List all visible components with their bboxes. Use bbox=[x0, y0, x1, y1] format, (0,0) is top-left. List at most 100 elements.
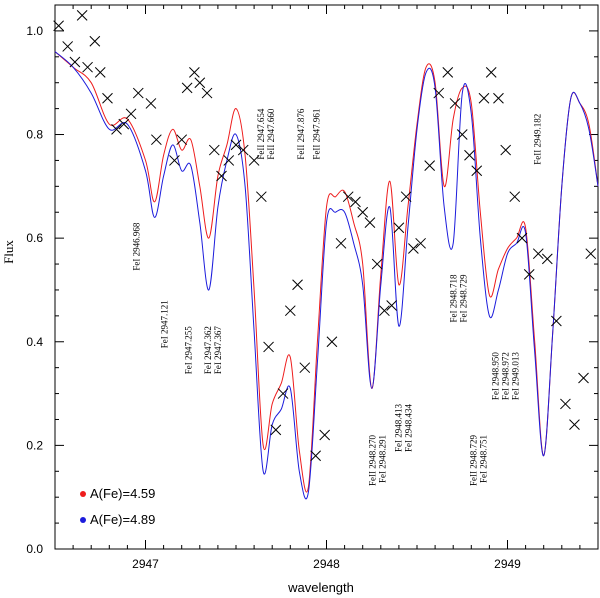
observed-point bbox=[216, 170, 227, 182]
observed-point bbox=[263, 341, 274, 353]
observed-point bbox=[201, 87, 213, 99]
observed-point bbox=[319, 429, 331, 441]
x-axis-title: wavelength bbox=[287, 580, 354, 595]
plot-frame bbox=[54, 4, 599, 550]
line-id-label: FeI 2947.362 bbox=[203, 326, 213, 374]
axis-ticks: 0.0 0.2 0.4 0.6 0.8 1.0 2947 2948 2949 bbox=[26, 5, 599, 571]
line-id-label: FeI 2946.968 bbox=[132, 222, 142, 270]
line-id-label: FeI 2948.751 bbox=[479, 435, 489, 483]
observed-point bbox=[364, 217, 376, 228]
observed-point bbox=[509, 191, 521, 203]
observed-point bbox=[500, 144, 512, 156]
observed-point bbox=[255, 191, 267, 203]
observed-point bbox=[102, 92, 113, 104]
observed-point bbox=[169, 155, 180, 166]
observed-point bbox=[433, 87, 445, 99]
line-id-label: FeII 2948.270 bbox=[367, 435, 377, 486]
observed-point bbox=[516, 232, 528, 244]
y-tick-label: 0.8 bbox=[26, 128, 43, 142]
observed-point bbox=[400, 191, 412, 203]
line-id-label: FeI 2947.121 bbox=[159, 300, 169, 348]
observed-point bbox=[208, 144, 220, 156]
observed-point bbox=[189, 66, 200, 78]
observed-point bbox=[118, 118, 130, 130]
observed-point bbox=[551, 315, 562, 327]
observed-point bbox=[532, 248, 544, 260]
line-identifications: FeI 2946.968 FeI 2947.121 FeI 2947.255 FeI … bbox=[132, 108, 543, 486]
observed-point bbox=[326, 336, 338, 348]
observed-point bbox=[408, 243, 419, 254]
observed-point bbox=[69, 56, 81, 68]
observed-point bbox=[62, 41, 74, 52]
y-tick-label: 1.0 bbox=[26, 24, 43, 38]
legend-label-afe-4-89: A(Fe)=4.89 bbox=[90, 512, 155, 527]
observed-point bbox=[371, 258, 383, 270]
observed-point bbox=[569, 419, 580, 431]
observed-point bbox=[357, 206, 369, 218]
observed-point bbox=[284, 305, 296, 317]
observed-point bbox=[585, 248, 597, 260]
series-line-afe-4-89 bbox=[54, 51, 599, 500]
observed-point bbox=[53, 20, 64, 32]
observed-point bbox=[248, 155, 260, 166]
x-tick-label: 2948 bbox=[313, 557, 340, 571]
line-id-label: FeI 2949.013 bbox=[510, 352, 520, 400]
observed-point bbox=[471, 165, 483, 177]
observed-point bbox=[299, 362, 311, 374]
observed-point bbox=[424, 160, 436, 171]
observed-point bbox=[386, 300, 398, 311]
line-id-label: FeII 2949.182 bbox=[532, 114, 542, 165]
observed-point bbox=[277, 388, 289, 399]
observed-point bbox=[82, 61, 93, 73]
line-id-label: FeI 2948.434 bbox=[403, 403, 413, 451]
observed-point bbox=[449, 98, 461, 109]
x-tick-label: 2949 bbox=[494, 557, 521, 571]
observed-point bbox=[493, 92, 504, 104]
observed-point bbox=[151, 134, 162, 146]
y-tick-label: 0.0 bbox=[26, 542, 43, 556]
observed-point bbox=[464, 149, 475, 161]
observed-point bbox=[145, 98, 157, 109]
x-tick-label: 2947 bbox=[132, 557, 159, 571]
observed-point bbox=[335, 237, 347, 249]
line-id-label: FeI 2948.291 bbox=[377, 435, 387, 483]
y-tick-label: 0.4 bbox=[26, 335, 43, 349]
observed-point bbox=[478, 92, 490, 104]
legend-marker-afe-4-89 bbox=[80, 517, 86, 523]
observed-point bbox=[132, 87, 144, 99]
observed-point bbox=[237, 144, 249, 156]
line-id-label: FeI 2948.729 bbox=[459, 274, 469, 322]
observed-point bbox=[125, 108, 137, 120]
legend: A(Fe)=4.59 A(Fe)=4.89 bbox=[80, 486, 155, 527]
observed-point bbox=[94, 66, 106, 78]
line-id-label: FeI 2948.718 bbox=[449, 274, 459, 322]
observed-point bbox=[310, 450, 321, 462]
line-id-label: FeII 2947.876 bbox=[296, 108, 306, 159]
y-tick-label: 0.6 bbox=[26, 231, 43, 245]
observed-point bbox=[181, 82, 193, 94]
observed-point bbox=[560, 398, 571, 410]
observed-point bbox=[442, 66, 454, 78]
observed-point bbox=[541, 253, 553, 265]
observed-point bbox=[523, 269, 535, 280]
observed-point bbox=[485, 66, 497, 78]
line-id-label: FeI 2947.255 bbox=[184, 326, 194, 374]
observed-point bbox=[194, 77, 206, 89]
line-id-label: FeI 2948.972 bbox=[500, 352, 510, 400]
observed-point bbox=[89, 35, 101, 47]
series-line-afe-4-59 bbox=[54, 51, 599, 493]
line-id-label: FeI 2948.950 bbox=[490, 352, 500, 400]
observed-point bbox=[342, 191, 354, 203]
y-tick-label: 0.2 bbox=[26, 438, 43, 452]
observed-point bbox=[176, 134, 188, 146]
plot-area bbox=[53, 10, 599, 500]
legend-marker-afe-4-59 bbox=[80, 491, 86, 497]
observed-point bbox=[270, 424, 282, 436]
observed-point bbox=[456, 129, 468, 140]
line-id-label: FeI 2947.367 bbox=[213, 326, 223, 374]
line-id-label: FeII 2947.660 bbox=[266, 108, 276, 159]
observed-point bbox=[578, 372, 589, 384]
observed-point bbox=[111, 123, 122, 135]
y-axis-title: Flux bbox=[1, 240, 16, 264]
observed-point bbox=[350, 196, 361, 208]
